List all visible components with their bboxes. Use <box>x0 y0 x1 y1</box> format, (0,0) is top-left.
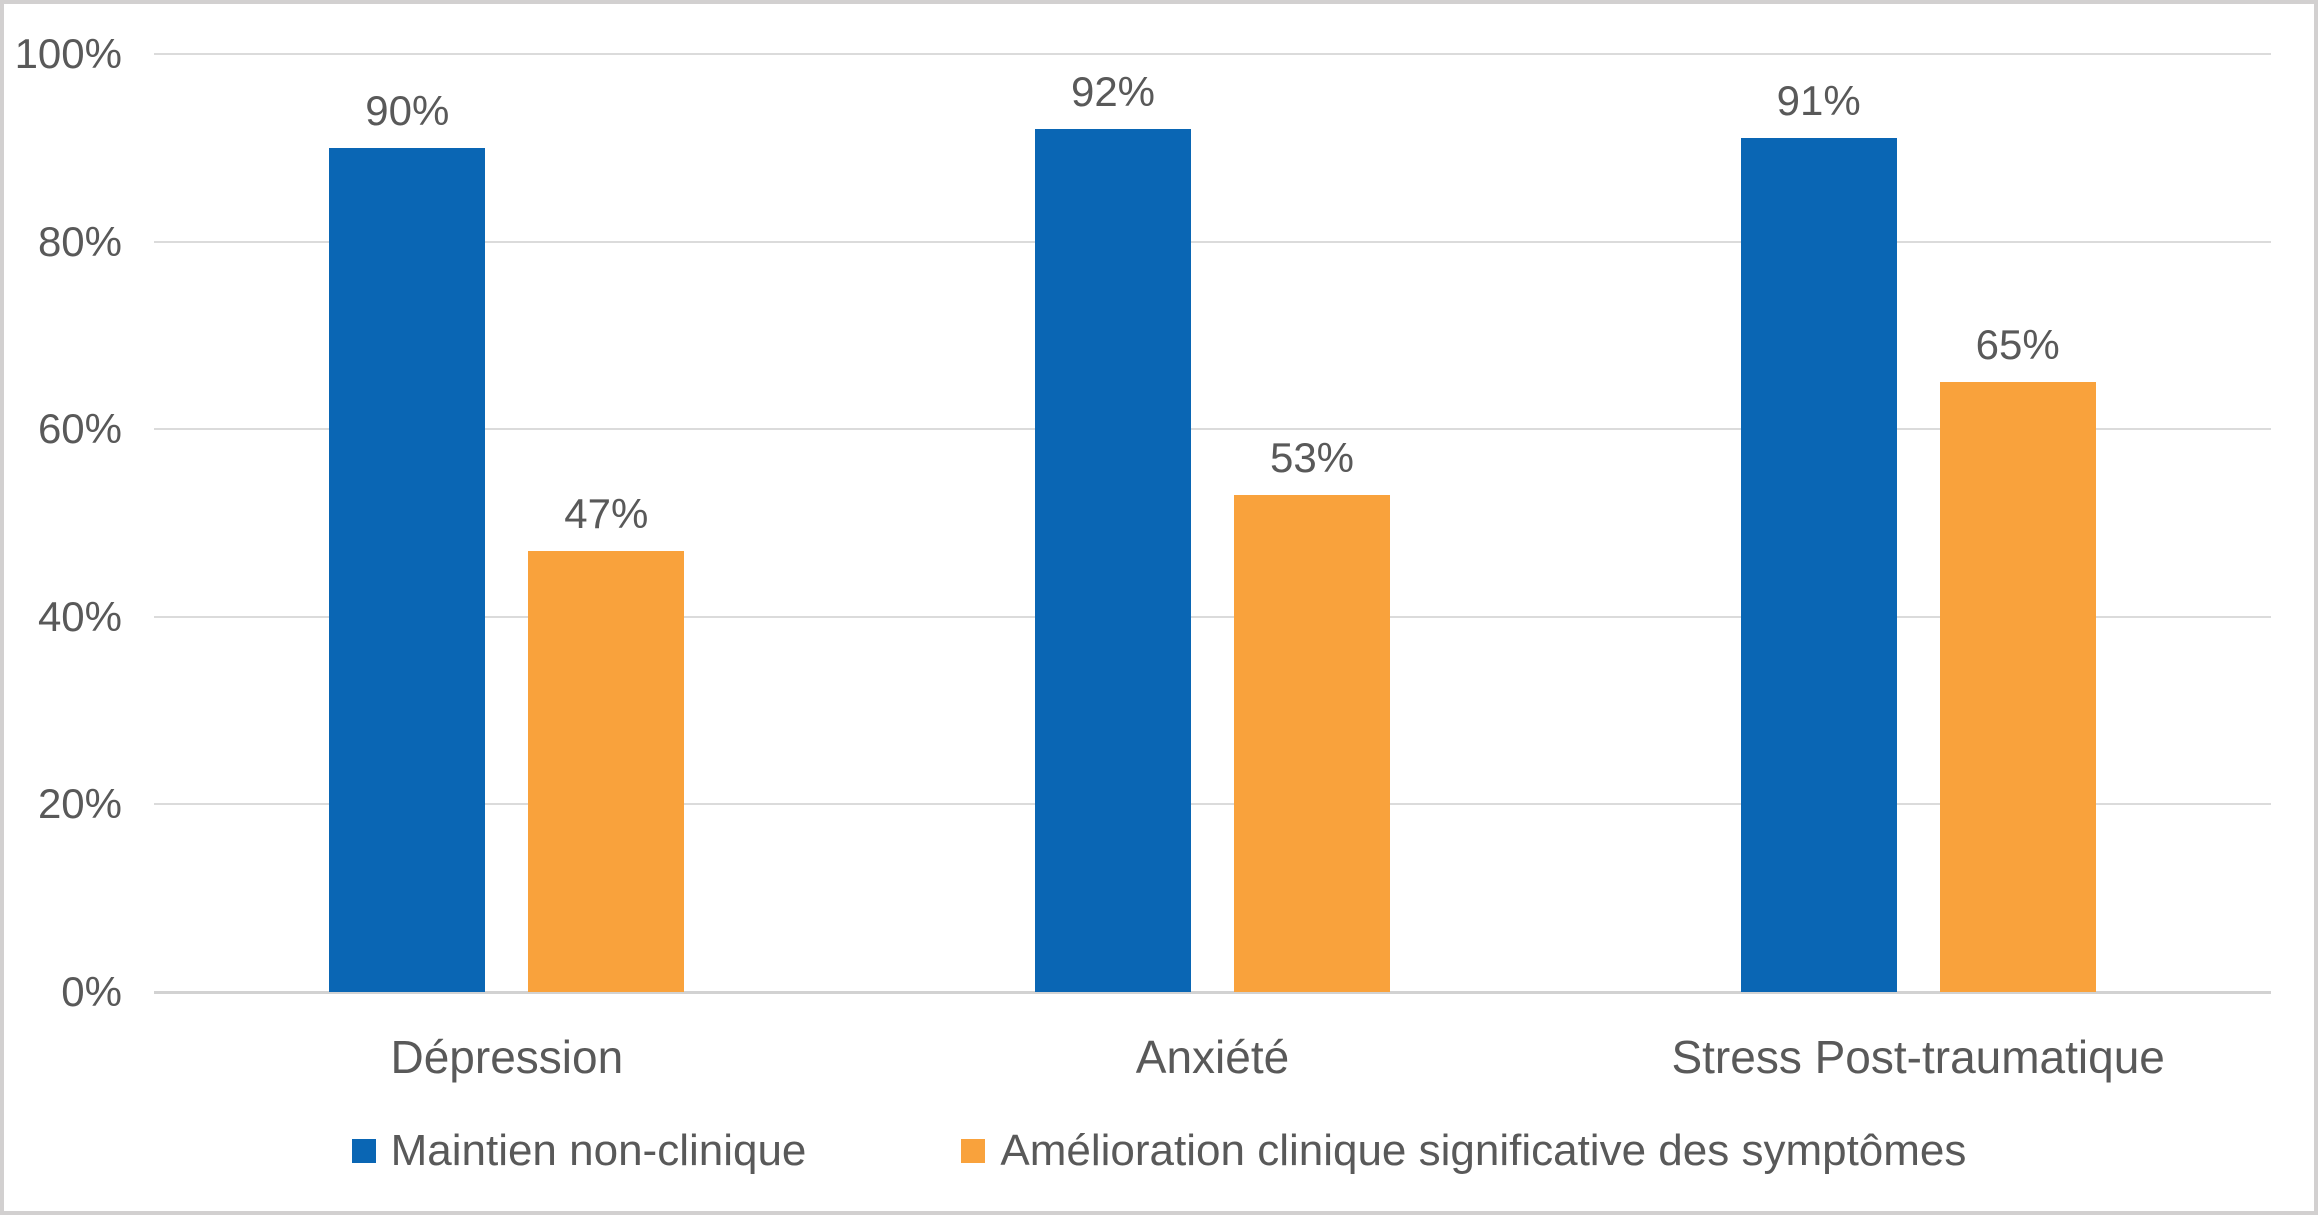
gridline <box>154 428 2271 431</box>
bar-groups: 90% 47% 92% 53% 91% 65% <box>154 54 2271 992</box>
y-tick-label: 40% <box>37 592 122 640</box>
bar-value-label: 90% <box>365 86 450 134</box>
bar: 92% <box>1035 71 1191 992</box>
gridline <box>154 615 2271 618</box>
x-axis: Dépression Anxiété Stress Post-traumatique <box>154 992 2271 1084</box>
bar: 47% <box>528 493 685 992</box>
legend-item: Amélioration clinique significative des … <box>961 1129 1966 1173</box>
legend-item: Maintien non-clinique <box>351 1126 807 1175</box>
bar-group: 92% 53% <box>860 54 1566 992</box>
x-axis-line <box>154 991 2271 994</box>
category-label: Stress Post-traumatique <box>1671 1031 2165 1083</box>
y-axis: 0% 20% 40% 60% 80% 100% <box>4 33 122 1013</box>
y-tick-label: 80% <box>37 217 122 265</box>
y-tick-label: 0% <box>61 968 122 1015</box>
category-label: Anxiété <box>1135 1031 1290 1083</box>
bar-value-label: 92% <box>1070 68 1156 116</box>
gridline <box>154 53 2271 55</box>
legend-label: Amélioration clinique significative des … <box>1000 1126 1967 1175</box>
gridline <box>154 803 2271 806</box>
y-tick-label: 100% <box>14 30 122 77</box>
legend: Maintien non-clinique Amélioration cliniq… <box>4 1120 2314 1182</box>
bar-group: 90% 47% <box>154 54 860 992</box>
bar: 65% <box>1939 324 2096 992</box>
bar-value-label: 47% <box>564 490 649 538</box>
bar-value-label: 91% <box>1776 77 1861 125</box>
y-tick-label: 60% <box>37 405 122 453</box>
gridline <box>154 240 2271 243</box>
bar: 90% <box>329 89 486 992</box>
category-label: Dépression <box>390 1031 624 1083</box>
bar-group: 91% 65% <box>1565 54 2271 992</box>
y-tick-label: 20% <box>37 780 122 828</box>
legend-swatch-icon <box>961 1139 986 1163</box>
legend-label: Maintien non-clinique <box>390 1126 807 1175</box>
bar: 91% <box>1740 80 1897 992</box>
bar-value-label: 65% <box>1975 321 2060 369</box>
bar-value-label: 53% <box>1269 433 1355 481</box>
legend-swatch-icon <box>351 1139 376 1163</box>
bar: 53% <box>1234 436 1390 992</box>
plot-area: 90% 47% 92% 53% 91% 65% <box>154 53 2271 994</box>
